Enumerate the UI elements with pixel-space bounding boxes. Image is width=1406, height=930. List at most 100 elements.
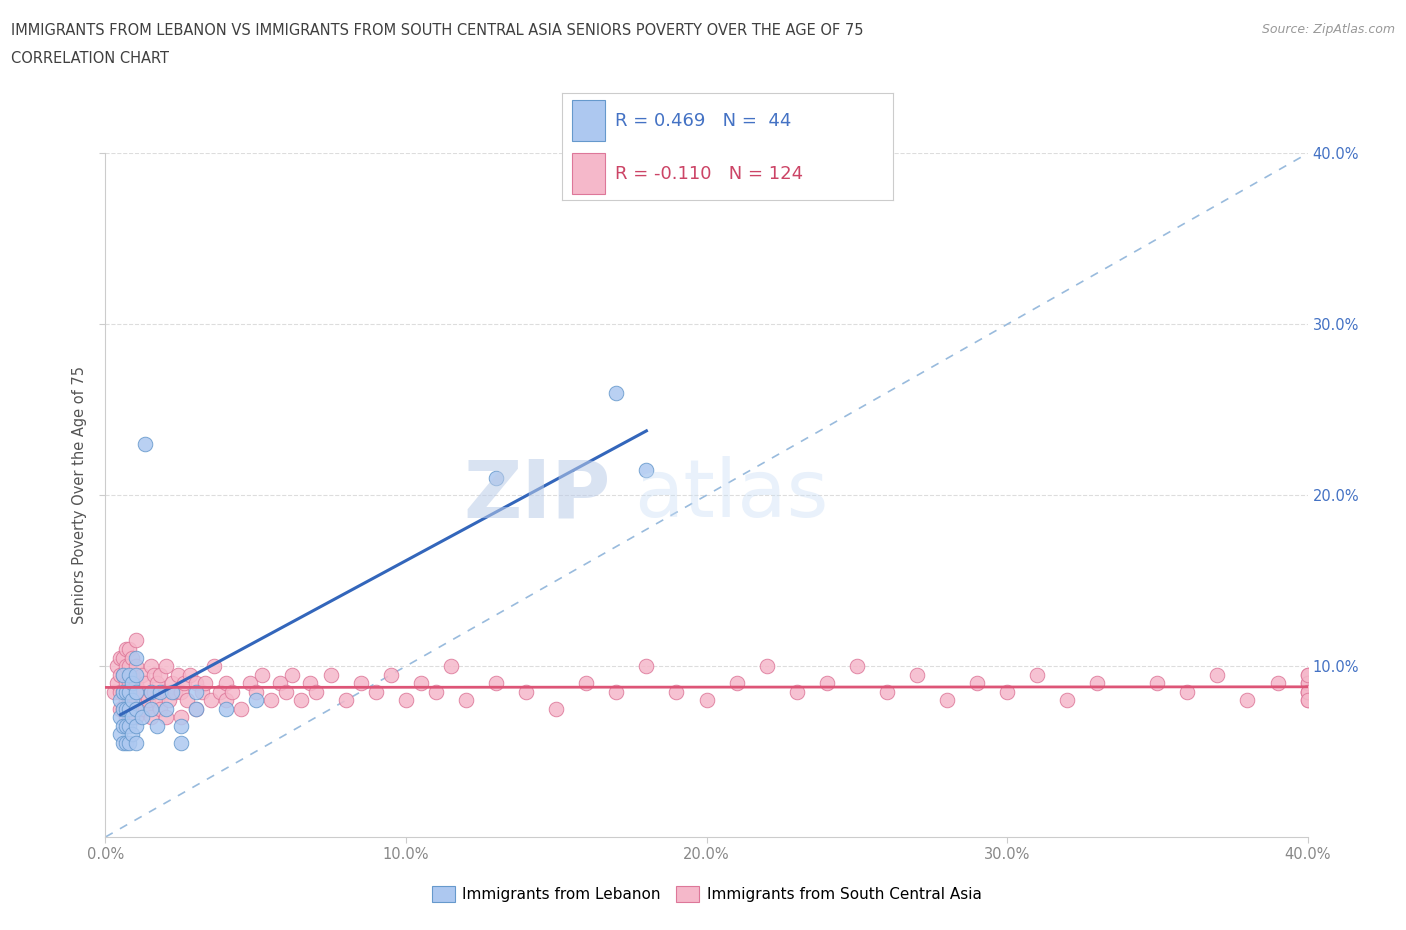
- Point: [124, 719, 146, 734]
- Point: [121, 667, 143, 682]
- Point: [194, 676, 217, 691]
- Point: [112, 650, 135, 665]
- Point: [281, 667, 304, 682]
- Text: IMMIGRANTS FROM LEBANON VS IMMIGRANTS FROM SOUTH CENTRAL ASIA SENIORS POVERTY OV: IMMIGRANTS FROM LEBANON VS IMMIGRANTS FR…: [11, 23, 863, 38]
- Point: [115, 642, 138, 657]
- Point: [425, 684, 447, 699]
- Point: [815, 676, 838, 691]
- Point: [290, 693, 312, 708]
- Point: [409, 676, 432, 691]
- Point: [1296, 667, 1319, 682]
- Point: [200, 693, 222, 708]
- Point: [136, 693, 159, 708]
- Point: [139, 701, 162, 716]
- Point: [115, 719, 138, 734]
- Point: [440, 658, 463, 673]
- Point: [845, 658, 868, 673]
- Point: [1296, 684, 1319, 699]
- Point: [335, 693, 357, 708]
- Point: [124, 693, 146, 708]
- Point: [319, 667, 342, 682]
- Point: [110, 650, 132, 665]
- Text: atlas: atlas: [634, 457, 828, 534]
- Point: [110, 727, 132, 742]
- Point: [139, 684, 162, 699]
- Point: [118, 684, 141, 699]
- FancyBboxPatch shape: [572, 153, 606, 193]
- Point: [115, 658, 138, 673]
- Point: [1026, 667, 1049, 682]
- Point: [115, 736, 138, 751]
- Point: [145, 693, 167, 708]
- Point: [636, 462, 658, 477]
- Point: [245, 684, 267, 699]
- Point: [157, 693, 180, 708]
- Point: [1236, 693, 1258, 708]
- Point: [1296, 684, 1319, 699]
- Point: [876, 684, 898, 699]
- Point: [274, 684, 297, 699]
- Point: [124, 710, 146, 724]
- Point: [176, 693, 198, 708]
- Point: [112, 667, 135, 682]
- Point: [1085, 676, 1108, 691]
- Point: [1206, 667, 1229, 682]
- Point: [208, 684, 231, 699]
- Point: [155, 684, 177, 699]
- Point: [121, 701, 143, 716]
- Point: [155, 658, 177, 673]
- Point: [245, 693, 267, 708]
- Point: [121, 710, 143, 724]
- Point: [110, 693, 132, 708]
- Point: [121, 650, 143, 665]
- Point: [160, 676, 183, 691]
- Point: [1056, 693, 1078, 708]
- Point: [214, 701, 236, 716]
- Point: [152, 684, 174, 699]
- Point: [305, 684, 328, 699]
- Point: [179, 667, 201, 682]
- Point: [1296, 693, 1319, 708]
- Point: [112, 684, 135, 699]
- Point: [118, 710, 141, 724]
- Point: [1175, 684, 1198, 699]
- Point: [1296, 667, 1319, 682]
- Text: R = 0.469   N =  44: R = 0.469 N = 44: [616, 112, 792, 130]
- Point: [112, 667, 135, 682]
- Point: [115, 684, 138, 699]
- Point: [134, 676, 156, 691]
- Point: [214, 676, 236, 691]
- Point: [118, 736, 141, 751]
- Point: [121, 693, 143, 708]
- Text: R = -0.110   N = 124: R = -0.110 N = 124: [616, 166, 803, 183]
- Point: [250, 667, 273, 682]
- Point: [1296, 693, 1319, 708]
- Point: [485, 471, 508, 485]
- Point: [139, 710, 162, 724]
- Point: [269, 676, 291, 691]
- Point: [124, 667, 146, 682]
- Point: [124, 633, 146, 648]
- Point: [131, 684, 153, 699]
- Point: [636, 658, 658, 673]
- Point: [121, 676, 143, 691]
- Point: [148, 667, 170, 682]
- Point: [118, 693, 141, 708]
- Point: [110, 684, 132, 699]
- Y-axis label: Seniors Poverty Over the Age of 75: Seniors Poverty Over the Age of 75: [72, 366, 87, 624]
- Point: [1296, 676, 1319, 691]
- Point: [112, 701, 135, 716]
- Point: [124, 650, 146, 665]
- FancyBboxPatch shape: [572, 100, 606, 141]
- Point: [124, 684, 146, 699]
- Point: [755, 658, 778, 673]
- Point: [118, 676, 141, 691]
- Point: [155, 710, 177, 724]
- Point: [134, 701, 156, 716]
- Point: [364, 684, 387, 699]
- Point: [139, 684, 162, 699]
- Point: [124, 736, 146, 751]
- Point: [546, 701, 568, 716]
- Point: [169, 719, 191, 734]
- Point: [786, 684, 808, 699]
